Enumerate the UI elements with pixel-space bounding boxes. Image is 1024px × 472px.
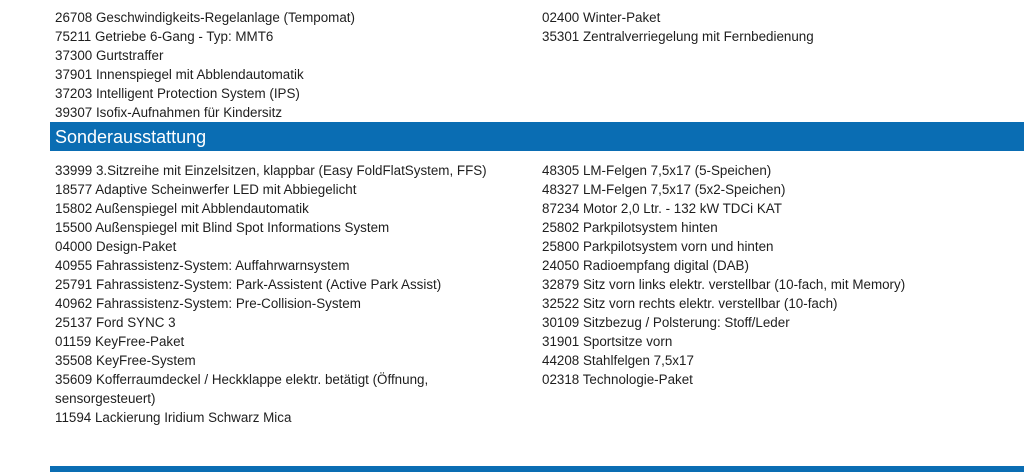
equipment-item: 25137 Ford SYNC 3	[55, 315, 176, 330]
next-section-bar	[50, 466, 1024, 472]
equipment-item: 02400 Winter-Paket	[542, 10, 661, 25]
equipment-item: 39307 Isofix-Aufnahmen für Kindersitz	[55, 105, 283, 120]
equipment-item: 25800 Parkpilotsystem vorn und hinten	[542, 239, 774, 254]
equipment-item: 25802 Parkpilotsystem hinten	[542, 220, 718, 235]
equipment-item: 24050 Radioempfang digital (DAB)	[542, 258, 749, 273]
equipment-item: 40962 Fahrassistenz-System: Pre-Collisio…	[55, 296, 361, 311]
equipment-item: 15500 Außenspiegel mit Blind Spot Inform…	[55, 220, 390, 235]
equipment-item: 37203 Intelligent Protection System (IPS…	[55, 86, 300, 101]
equipment-item: 48305 LM-Felgen 7,5x17 (5-Speichen)	[542, 163, 772, 178]
standard-list-left: 26708 Geschwindigkeits-Regelanlage (Temp…	[55, 8, 355, 122]
equipment-item: 40955 Fahrassistenz-System: Auffahrwarns…	[55, 258, 350, 273]
equipment-item: 75211 Getriebe 6-Gang - Typ: MMT6	[55, 29, 274, 44]
equipment-item: 04000 Design-Paket	[55, 239, 177, 254]
equipment-item: 33999 3.Sitzreihe mit Einzelsitzen, klap…	[55, 163, 487, 178]
equipment-item: 26708 Geschwindigkeits-Regelanlage (Temp…	[55, 10, 355, 25]
equipment-item: 35609 Kofferraumdeckel / Heckklappe elek…	[55, 372, 429, 406]
equipment-item: 15802 Außenspiegel mit Abblendautomatik	[55, 201, 309, 216]
equipment-item: 37901 Innenspiegel mit Abblendautomatik	[55, 67, 304, 82]
equipment-item: 37300 Gurtstraffer	[55, 48, 164, 63]
equipment-item: 25791 Fahrassistenz-System: Park-Assiste…	[55, 277, 442, 292]
equipment-item: 32879 Sitz vorn links elektr. verstellba…	[542, 277, 906, 292]
equipment-item: 30109 Sitzbezug / Polsterung: Stoff/Lede…	[542, 315, 790, 330]
equipment-item: 18577 Adaptive Scheinwerfer LED mit Abbi…	[55, 182, 357, 197]
equipment-item: 44208 Stahlfelgen 7,5x17	[542, 353, 694, 368]
equipment-item: 48327 LM-Felgen 7,5x17 (5x2-Speichen)	[542, 182, 786, 197]
equipment-item: 11594 Lackierung Iridium Schwarz Mica	[55, 410, 292, 425]
section-header-bar	[50, 122, 1024, 151]
sonder-list-left: 33999 3.Sitzreihe mit Einzelsitzen, klap…	[55, 161, 487, 427]
equipment-item: 35508 KeyFree-System	[55, 353, 196, 368]
equipment-item: 32522 Sitz vorn rechts elektr. verstellb…	[542, 296, 838, 311]
sonder-list-right: 48305 LM-Felgen 7,5x17 (5-Speichen) 48327…	[542, 161, 905, 389]
equipment-item: 87234 Motor 2,0 Ltr. - 132 kW TDCi KAT	[542, 201, 782, 216]
equipment-item: 35301 Zentralverriegelung mit Fernbedien…	[542, 29, 814, 44]
standard-list-right: 02400 Winter-Paket 35301 Zentralverriegel…	[542, 8, 814, 46]
equipment-item: 31901 Sportsitze vorn	[542, 334, 673, 349]
equipment-item: 01159 KeyFree-Paket	[55, 334, 185, 349]
equipment-item: 02318 Technologie-Paket	[542, 372, 693, 387]
section-title: Sonderausstattung	[55, 127, 207, 147]
